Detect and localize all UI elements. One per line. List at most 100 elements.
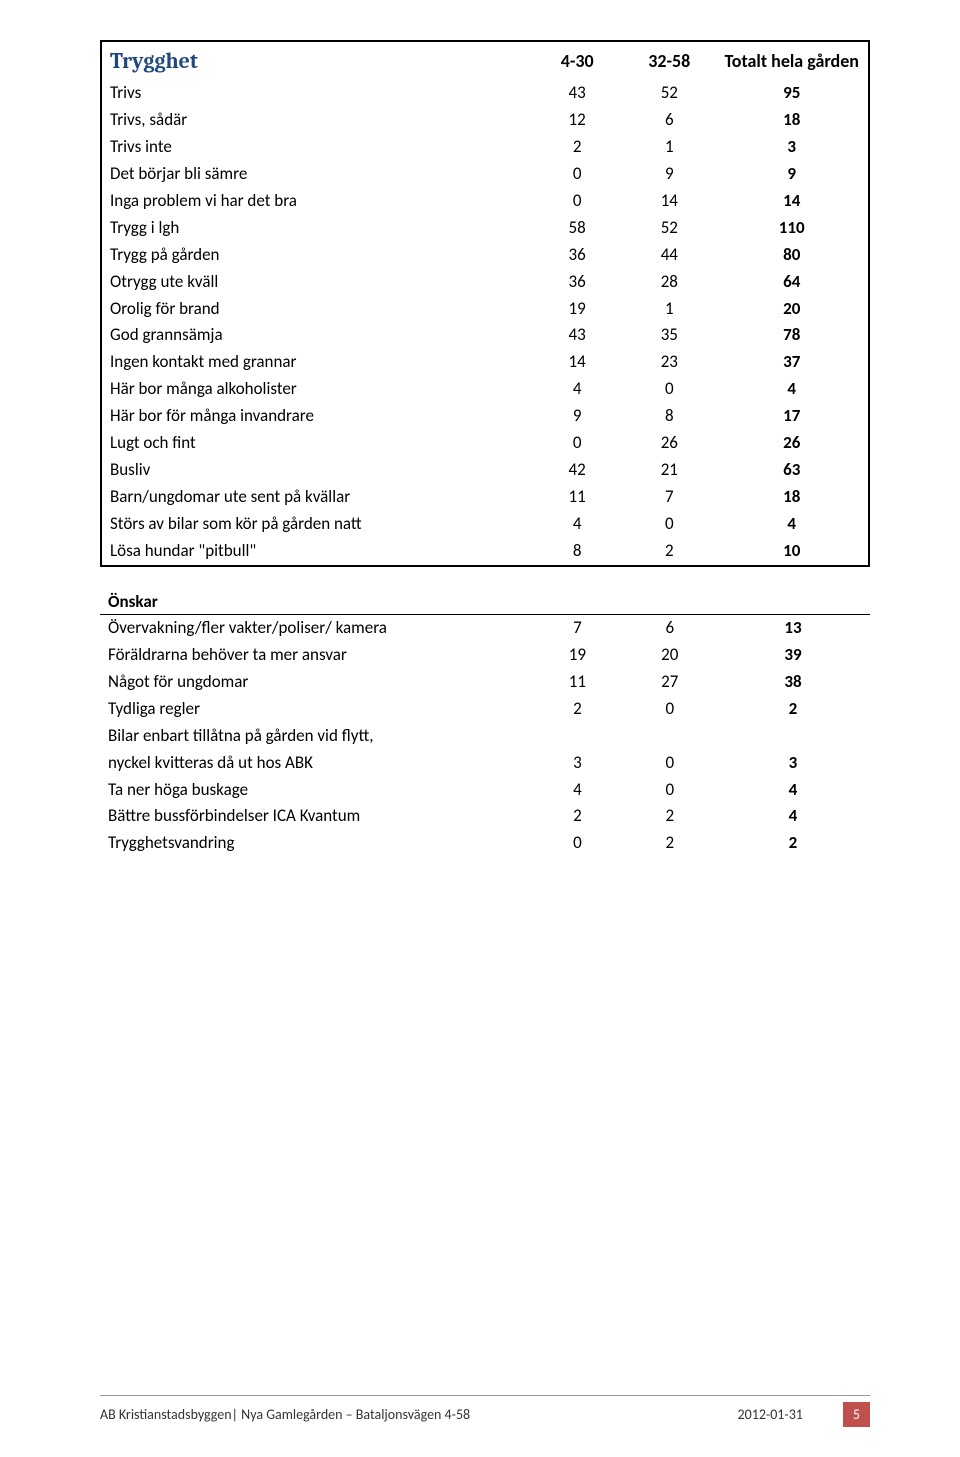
row-label: Trygg på gården <box>101 242 531 269</box>
table-header-row: Trygghet 4-30 32-58 Totalt hela gården <box>101 41 869 80</box>
row-value-total: 17 <box>715 403 869 430</box>
row-value-b: 0 <box>624 777 716 804</box>
row-value-a: 3 <box>531 750 623 777</box>
table-row: Föräldrarna behöver ta mer ansvar192039 <box>100 642 870 669</box>
row-label: Inga problem vi har det bra <box>101 188 531 215</box>
row-value-total: 4 <box>715 376 869 403</box>
table-row: Tydliga regler202 <box>100 696 870 723</box>
row-label: Trivs inte <box>101 134 531 161</box>
row-value-b: 52 <box>623 215 715 242</box>
row-value-b: 28 <box>623 269 715 296</box>
row-label: Föräldrarna behöver ta mer ansvar <box>100 642 531 669</box>
row-value-total: 63 <box>715 457 869 484</box>
table-row: Trivs inte213 <box>101 134 869 161</box>
row-value-total: 18 <box>715 107 869 134</box>
row-label: Trivs <box>101 80 531 107</box>
table-row: Orolig för brand19120 <box>101 296 869 323</box>
row-label: Orolig för brand <box>101 296 531 323</box>
col-header-total: Totalt hela gården <box>715 41 869 80</box>
row-value-total: 20 <box>715 296 869 323</box>
row-label: Ta ner höga buskage <box>100 777 531 804</box>
row-value-total: 38 <box>716 669 870 696</box>
table-row: Lugt och fint02626 <box>101 430 869 457</box>
row-value-a: 8 <box>531 538 623 566</box>
row-value-b: 2 <box>624 803 716 830</box>
row-value-a: 42 <box>531 457 623 484</box>
row-value-total: 110 <box>715 215 869 242</box>
onskar-header: Önskar <box>100 587 870 615</box>
row-label: Något för ungdomar <box>100 669 531 696</box>
row-value-b: 9 <box>623 161 715 188</box>
row-value-b: 14 <box>623 188 715 215</box>
row-label: Här bor många alkoholister <box>101 376 531 403</box>
table-row: Bättre bussförbindelser ICA Kvantum224 <box>100 803 870 830</box>
table-row: Störs av bilar som kör på gården natt404 <box>101 511 869 538</box>
row-value-a: 4 <box>531 511 623 538</box>
table-row: Lösa hundar "pitbull"8210 <box>101 538 869 566</box>
row-value-a: 43 <box>531 80 623 107</box>
row-value-a: 14 <box>531 349 623 376</box>
table-title: Trygghet <box>101 41 531 80</box>
row-value-a: 58 <box>531 215 623 242</box>
footer-text: AB Kristianstadsbyggen| Nya Gamlegården … <box>100 1406 738 1423</box>
row-value-total: 4 <box>716 777 870 804</box>
row-value-a: 19 <box>531 296 623 323</box>
table-row: Ta ner höga buskage404 <box>100 777 870 804</box>
onskar-table: Övervakning/fler vakter/poliser/ kamera7… <box>100 615 870 857</box>
row-label: Barn/ungdomar ute sent på kvällar <box>101 484 531 511</box>
table-row: Det börjar bli sämre099 <box>101 161 869 188</box>
row-value-total: 10 <box>715 538 869 566</box>
row-value-a: 0 <box>531 161 623 188</box>
row-value-total: 78 <box>715 322 869 349</box>
row-value-b <box>624 723 716 750</box>
table-row: Busliv422163 <box>101 457 869 484</box>
row-value-a: 11 <box>531 484 623 511</box>
row-label: Tydliga regler <box>100 696 531 723</box>
col-header-a: 4-30 <box>531 41 623 80</box>
table-row: Trygg i lgh5852110 <box>101 215 869 242</box>
row-value-b: 27 <box>624 669 716 696</box>
row-value-b: 35 <box>623 322 715 349</box>
row-value-a: 4 <box>531 777 623 804</box>
row-value-a: 4 <box>531 376 623 403</box>
row-label: Det börjar bli sämre <box>101 161 531 188</box>
row-value-a: 2 <box>531 696 623 723</box>
row-value-b: 26 <box>623 430 715 457</box>
row-value-a: 43 <box>531 322 623 349</box>
row-value-total: 9 <box>715 161 869 188</box>
row-value-a: 11 <box>531 669 623 696</box>
row-value-total: 95 <box>715 80 869 107</box>
row-value-b: 6 <box>624 615 716 642</box>
table-row: Något för ungdomar112738 <box>100 669 870 696</box>
row-value-a: 2 <box>531 134 623 161</box>
row-value-b: 52 <box>623 80 715 107</box>
row-value-a: 9 <box>531 403 623 430</box>
row-value-total: 64 <box>715 269 869 296</box>
row-label: Störs av bilar som kör på gården natt <box>101 511 531 538</box>
row-value-total: 13 <box>716 615 870 642</box>
row-label: Lugt och fint <box>101 430 531 457</box>
row-value-a <box>531 723 623 750</box>
row-value-total: 14 <box>715 188 869 215</box>
page-number-badge: 5 <box>843 1402 870 1427</box>
table-row: Inga problem vi har det bra01414 <box>101 188 869 215</box>
table-row: Otrygg ute kväll362864 <box>101 269 869 296</box>
row-label: Övervakning/fler vakter/poliser/ kamera <box>100 615 531 642</box>
row-value-b: 6 <box>623 107 715 134</box>
row-label: Busliv <box>101 457 531 484</box>
row-value-b: 2 <box>623 538 715 566</box>
row-label: Trivs, sådär <box>101 107 531 134</box>
row-label: Otrygg ute kväll <box>101 269 531 296</box>
row-value-a: 0 <box>531 830 623 857</box>
row-value-total: 2 <box>716 830 870 857</box>
col-header-b: 32-58 <box>623 41 715 80</box>
table-row: Barn/ungdomar ute sent på kvällar11718 <box>101 484 869 511</box>
row-value-a: 36 <box>531 242 623 269</box>
row-value-a: 0 <box>531 430 623 457</box>
row-label: Här bor för många invandrare <box>101 403 531 430</box>
row-value-b: 44 <box>623 242 715 269</box>
row-value-total <box>716 723 870 750</box>
row-value-b: 0 <box>624 750 716 777</box>
row-value-b: 0 <box>624 696 716 723</box>
row-value-total: 37 <box>715 349 869 376</box>
